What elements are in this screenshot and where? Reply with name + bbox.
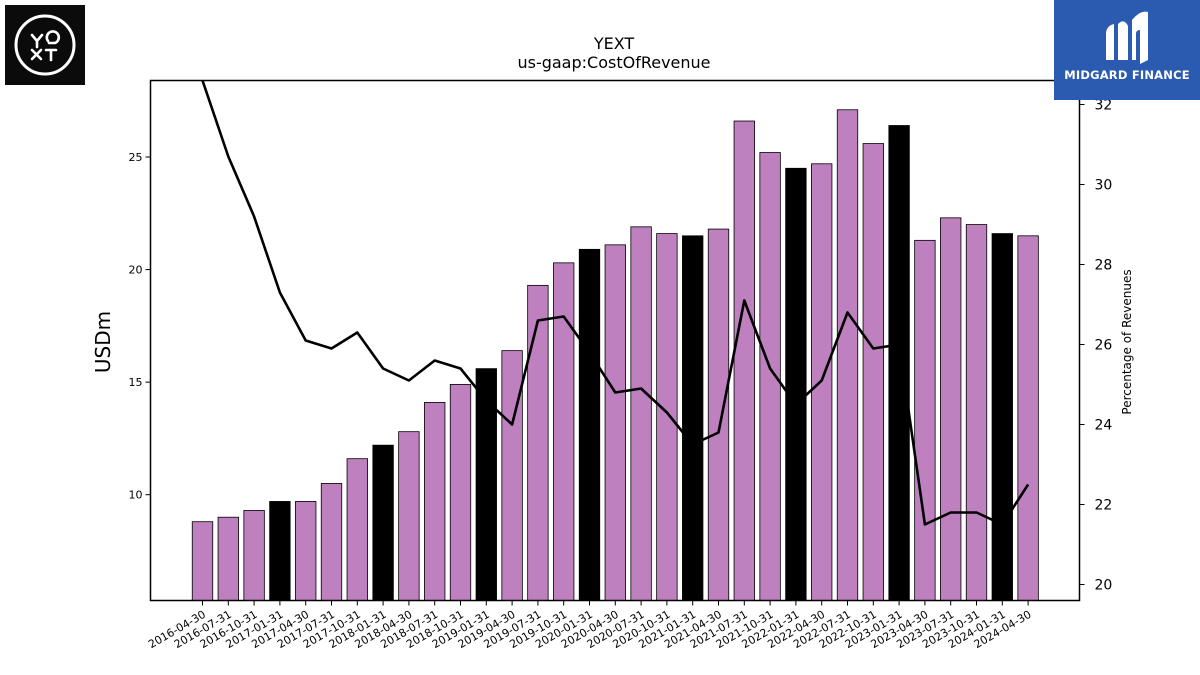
bar-2017-01-31 [269, 501, 291, 601]
y-axis-label: USDm [91, 311, 115, 373]
bar-2019-10-31 [553, 262, 575, 601]
y2-axis-label: Percentage of Revenues [1120, 269, 1134, 414]
bar-2023-10-31 [965, 224, 988, 601]
bar-2017-07-31 [320, 483, 343, 601]
bar-2024-01-31 [991, 233, 1013, 601]
bar-2023-01-31 [888, 125, 910, 601]
bar-2018-04-30 [398, 431, 420, 601]
y2-tick-label: 22 [1095, 498, 1113, 514]
yext-logo-icon [14, 14, 76, 76]
plot-frame [149, 79, 1081, 602]
y-tick-label: 10 [129, 489, 143, 502]
bar-2024-04-30 [1017, 235, 1039, 601]
bars-layer [191, 109, 1039, 601]
revenue-pct-line [201, 80, 1030, 526]
y2-tick-label: 24 [1095, 418, 1113, 434]
bar-2022-10-31 [862, 143, 884, 601]
y2-tick-label: 26 [1095, 338, 1113, 354]
yext-logo [5, 5, 85, 85]
bar-2022-01-31 [785, 167, 807, 601]
midgard-finance-logo: MIDGARD FINANCE [1054, 0, 1200, 100]
bar-2020-10-31 [656, 233, 678, 601]
y-tick-label: 25 [129, 151, 143, 164]
y2-tick-label: 28 [1095, 258, 1113, 274]
bar-2022-07-31 [836, 109, 859, 601]
bar-2020-01-31 [578, 248, 601, 601]
midgard-mark-icon [1106, 11, 1148, 64]
bar-2018-07-31 [424, 401, 446, 601]
bar-2018-10-31 [449, 383, 472, 601]
bar-2017-04-30 [295, 501, 317, 601]
bar-2021-01-31 [682, 235, 704, 601]
y2-tick-label: 20 [1095, 578, 1113, 594]
y-tick-label: 15 [129, 376, 143, 389]
bar-2021-04-30 [707, 228, 730, 601]
bar-2023-04-30 [914, 239, 936, 601]
y2-tick-label: 32 [1095, 98, 1113, 114]
bar-2023-07-31 [940, 217, 962, 601]
bar-2016-10-31 [243, 510, 265, 601]
bar-2019-04-30 [501, 350, 523, 601]
chart-subtitle: us-gaap:CostOfRevenue [517, 53, 710, 72]
midgard-finance-text: MIDGARD FINANCE [1064, 68, 1190, 82]
chart-title: YEXT [593, 34, 635, 53]
bar-2016-04-30 [191, 521, 214, 601]
bar-2019-01-31 [475, 368, 497, 601]
y2-tick-label: 30 [1095, 178, 1113, 194]
bar-2021-07-31 [733, 120, 755, 601]
bar-2016-07-31 [217, 516, 239, 601]
bar-2020-04-30 [604, 244, 626, 601]
axis-layer: 10152025202224262830322016-04-302016-07-… [129, 98, 1113, 652]
line-layer [201, 80, 1030, 526]
bar-2020-07-31 [630, 226, 652, 601]
bar-2017-10-31 [346, 458, 368, 601]
bar-2018-01-31 [372, 444, 394, 601]
bar-2019-07-31 [527, 284, 549, 601]
y-tick-label: 20 [129, 264, 143, 277]
